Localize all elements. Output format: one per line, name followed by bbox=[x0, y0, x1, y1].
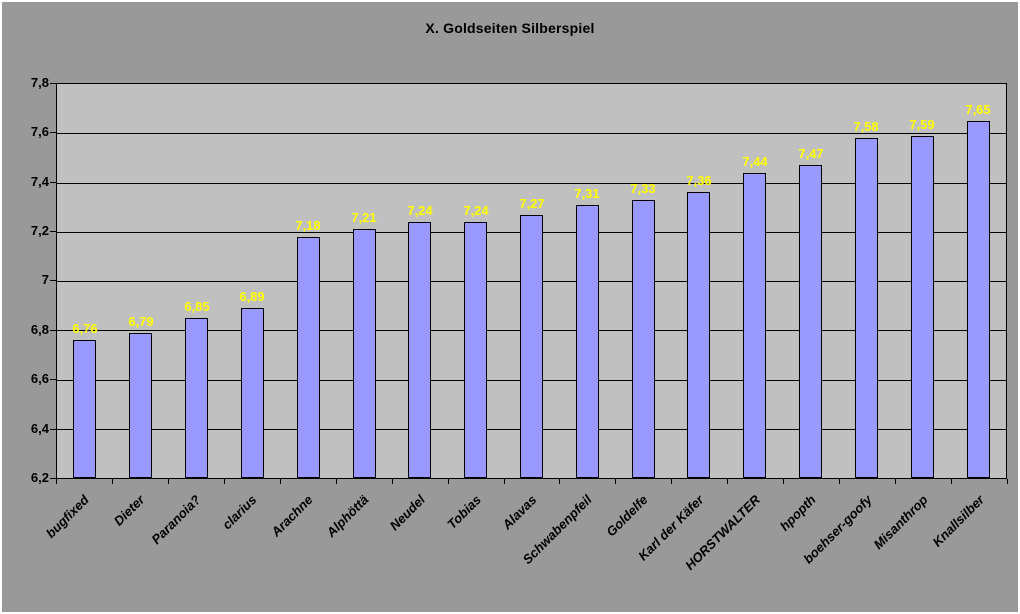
y-axis-tick-label: 6,2 bbox=[30, 470, 49, 485]
y-axis-tick-label: 7,2 bbox=[30, 223, 49, 238]
bar-value-label: 7,31 bbox=[574, 186, 600, 201]
x-axis-label: Neudel bbox=[386, 492, 428, 534]
bar-value-label: 7,36 bbox=[686, 173, 712, 188]
x-axis-label: Misanthrop bbox=[870, 492, 931, 553]
x-axis-tick bbox=[280, 479, 281, 484]
bar bbox=[73, 340, 96, 478]
bar-value-label: 7,21 bbox=[351, 210, 377, 225]
y-axis-tick bbox=[50, 231, 56, 232]
bar bbox=[911, 136, 934, 478]
bar-value-label: 6,79 bbox=[128, 314, 154, 329]
gridline bbox=[57, 133, 1006, 134]
bar bbox=[520, 215, 543, 478]
x-axis-tick bbox=[727, 479, 728, 484]
x-axis-tick bbox=[56, 479, 57, 484]
x-axis-tick bbox=[1007, 479, 1008, 484]
bar-value-label: 7,58 bbox=[853, 119, 879, 134]
bar-value-label: 6,89 bbox=[239, 289, 265, 304]
x-axis-tick bbox=[112, 479, 113, 484]
bar bbox=[743, 173, 766, 478]
x-axis-tick bbox=[392, 479, 393, 484]
bar-value-label: 7,65 bbox=[965, 102, 991, 117]
bar-value-label: 7,18 bbox=[295, 218, 321, 233]
bar-value-label: 6,85 bbox=[184, 299, 210, 314]
x-axis-tick bbox=[224, 479, 225, 484]
x-axis-tick bbox=[615, 479, 616, 484]
bar-value-label: 7,33 bbox=[630, 181, 656, 196]
x-axis-tick bbox=[504, 479, 505, 484]
x-axis-label: Dieter bbox=[110, 492, 148, 529]
bar bbox=[353, 229, 376, 478]
y-axis-tick bbox=[50, 83, 56, 84]
x-axis-tick bbox=[951, 479, 952, 484]
x-axis-label: Alphöttä bbox=[323, 492, 372, 540]
bar bbox=[967, 121, 990, 478]
x-axis-label: Arachne bbox=[268, 492, 316, 540]
x-axis-tick bbox=[448, 479, 449, 484]
bar bbox=[632, 200, 655, 478]
y-axis-tick bbox=[50, 478, 56, 479]
bar bbox=[185, 318, 208, 478]
x-axis-tick bbox=[839, 479, 840, 484]
y-axis-tick bbox=[50, 182, 56, 183]
plot-area: 6,76 6,79 6,85 6,89 7,18 7,21 7,24 7,24 7,27 7,31… bbox=[56, 83, 1007, 479]
x-axis-label: Paranoia? bbox=[148, 492, 204, 548]
x-axis-tick bbox=[783, 479, 784, 484]
y-axis-tick bbox=[50, 330, 56, 331]
y-axis-tick-label: 7,6 bbox=[30, 124, 49, 139]
x-axis-tick bbox=[895, 479, 896, 484]
y-axis-tick bbox=[50, 429, 56, 430]
x-axis-tick bbox=[559, 479, 560, 484]
gridline bbox=[57, 183, 1006, 184]
y-axis-tick bbox=[50, 379, 56, 380]
bar-value-label: 7,44 bbox=[742, 154, 768, 169]
bar bbox=[241, 308, 264, 478]
y-axis-tick-label: 6,8 bbox=[30, 322, 49, 337]
y-axis-tick-label: 7 bbox=[41, 272, 49, 287]
x-axis-label: clarius bbox=[219, 492, 260, 533]
x-axis-tick bbox=[168, 479, 169, 484]
y-axis-tick bbox=[50, 132, 56, 133]
bar bbox=[464, 222, 487, 478]
bar-value-label: 7,24 bbox=[463, 203, 489, 218]
y-axis-tick-label: 6,6 bbox=[30, 371, 49, 386]
bar-value-label: 7,24 bbox=[407, 203, 433, 218]
bar bbox=[799, 165, 822, 478]
bar bbox=[687, 192, 710, 478]
y-axis-tick-label: 7,4 bbox=[30, 174, 49, 189]
y-axis-tick bbox=[50, 280, 56, 281]
x-axis-label: Goldelfe bbox=[603, 492, 651, 540]
bar bbox=[129, 333, 152, 478]
x-axis-label: bugfixed bbox=[42, 492, 92, 541]
y-axis-tick-label: 7,8 bbox=[30, 75, 49, 90]
y-axis-tick-label: 6,4 bbox=[30, 421, 49, 436]
bar-value-label: 7,27 bbox=[519, 196, 545, 211]
x-axis-label: Alavas bbox=[499, 492, 540, 533]
bar bbox=[297, 237, 320, 478]
bar bbox=[855, 138, 878, 478]
chart-title: X. Goldseiten Silberspiel bbox=[425, 20, 595, 36]
bar bbox=[408, 222, 431, 478]
x-axis-label: Knallsilber bbox=[928, 492, 987, 550]
x-axis-tick bbox=[671, 479, 672, 484]
x-axis-label: hpopth bbox=[776, 492, 819, 534]
bar-value-label: 7,47 bbox=[798, 146, 824, 161]
bar bbox=[576, 205, 599, 478]
bar-value-label: 7,59 bbox=[909, 117, 935, 132]
x-axis-label: Tobias bbox=[443, 492, 484, 532]
x-axis-tick bbox=[336, 479, 337, 484]
bar-value-label: 6,76 bbox=[72, 321, 98, 336]
